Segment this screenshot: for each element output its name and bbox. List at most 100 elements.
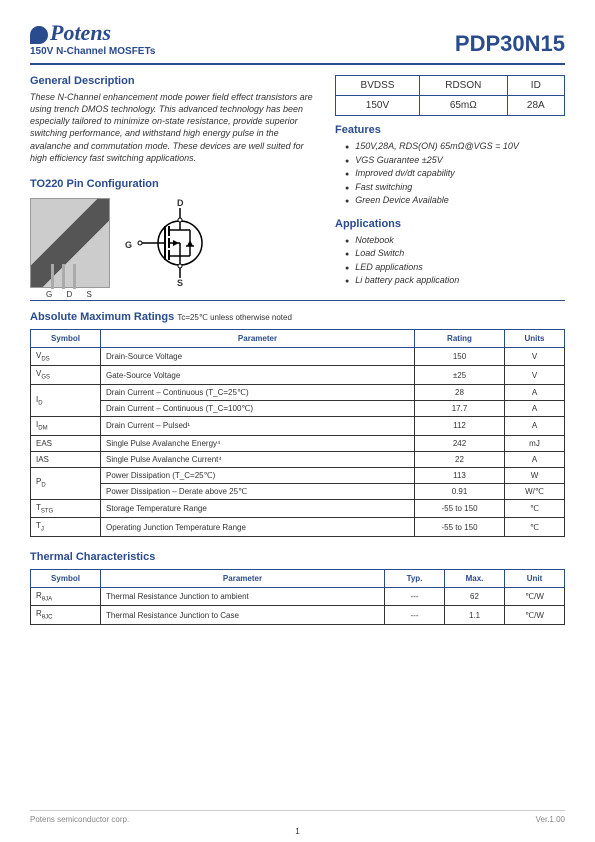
cell-symbol: IDM: [31, 417, 101, 436]
header-divider: [30, 63, 565, 65]
table-header-row: Symbol Parameter Rating Units: [31, 329, 565, 347]
spec-header: RDSON: [419, 76, 507, 96]
col-unit: Unit: [505, 569, 565, 587]
table-row: 150V 65mΩ 28A: [336, 96, 565, 116]
cell-parameter: Operating Junction Temperature Range: [101, 518, 415, 537]
cell-rating: 0.91: [415, 483, 505, 499]
feature-item: Improved dv/dt capability: [345, 167, 565, 181]
cell-symbol: TJ: [31, 518, 101, 537]
cell-rating: -55 to 150: [415, 499, 505, 518]
cell-units: ℃: [505, 518, 565, 537]
table-row: VDSDrain-Source Voltage150V: [31, 347, 565, 366]
feature-item: 150V,28A, RDS(ON) 65mΩ@VGS = 10V: [345, 140, 565, 154]
cell-parameter: Power Dissipation (T_C=25℃): [101, 467, 415, 483]
features-list: 150V,28A, RDS(ON) 65mΩ@VGS = 10VVGS Guar…: [335, 140, 565, 208]
cell-rating: -55 to 150: [415, 518, 505, 537]
page-number: 1: [0, 827, 595, 836]
cell-parameter: Thermal Resistance Junction to Case: [101, 606, 385, 625]
doc-subtitle: 150V N-Channel MOSFETs: [30, 46, 155, 57]
abs-max-title: Absolute Maximum Ratings Tc=25℃ unless o…: [30, 311, 565, 323]
cell-symbol: TSTG: [31, 499, 101, 518]
application-item: LED applications: [345, 261, 565, 275]
abs-max-table: Symbol Parameter Rating Units VDSDrain-S…: [30, 329, 565, 537]
features-title: Features: [335, 124, 565, 136]
cell-units: A: [505, 401, 565, 417]
part-number: PDP30N15: [455, 31, 565, 57]
cell-symbol: IAS: [31, 451, 101, 467]
cell-parameter: Single Pulse Avalanche Current⁴: [101, 451, 415, 467]
cell-units: A: [505, 451, 565, 467]
cell-parameter: Gate-Source Voltage: [101, 366, 415, 385]
cell-symbol: EAS: [31, 435, 101, 451]
cell-value: ---: [385, 587, 445, 606]
spec-header: BVDSS: [336, 76, 420, 96]
key-spec-table: BVDSS RDSON ID 150V 65mΩ 28A: [335, 75, 565, 116]
table-row: IDDrain Current – Continuous (T_C=25℃)28…: [31, 385, 565, 401]
cell-symbol: RθJA: [31, 587, 101, 606]
applications-title: Applications: [335, 218, 565, 230]
thermal-title: Thermal Characteristics: [30, 551, 565, 563]
col-symbol: Symbol: [31, 569, 101, 587]
cell-symbol: RθJC: [31, 606, 101, 625]
schematic-symbol: D G S: [125, 198, 235, 288]
cell-units: ℃: [505, 499, 565, 518]
cell-units: V: [505, 366, 565, 385]
cell-parameter: Storage Temperature Range: [101, 499, 415, 518]
application-item: Load Switch: [345, 247, 565, 261]
top-content: General Description These N-Channel enha…: [30, 75, 565, 288]
table-row: Drain Current – Continuous (T_C=100℃)17.…: [31, 401, 565, 417]
right-column: BVDSS RDSON ID 150V 65mΩ 28A Features 15…: [335, 75, 565, 288]
table-row: RθJCThermal Resistance Junction to Case-…: [31, 606, 565, 625]
cell-units: A: [505, 385, 565, 401]
pin-s-label: S: [177, 278, 183, 288]
col-units: Units: [505, 329, 565, 347]
footer-company: Potens semiconductor corp.: [30, 815, 129, 824]
applications-list: NotebookLoad SwitchLED applicationsLi ba…: [335, 234, 565, 288]
logo-block: Potens 150V N-Channel MOSFETs: [30, 20, 155, 57]
feature-item: VGS Guarantee ±25V: [345, 154, 565, 168]
cell-units: mJ: [505, 435, 565, 451]
table-row: TJOperating Junction Temperature Range-5…: [31, 518, 565, 537]
table-row: IASSingle Pulse Avalanche Current⁴22A: [31, 451, 565, 467]
cell-rating: 113: [415, 467, 505, 483]
left-column: General Description These N-Channel enha…: [30, 75, 315, 288]
cell-rating: 242: [415, 435, 505, 451]
feature-item: Fast switching: [345, 181, 565, 195]
cell-rating: 17.7: [415, 401, 505, 417]
cell-parameter: Drain Current – Pulsed¹: [101, 417, 415, 436]
cell-symbol: VDS: [31, 347, 101, 366]
col-symbol: Symbol: [31, 329, 101, 347]
spec-value: 150V: [336, 96, 420, 116]
col-max: Max.: [445, 569, 505, 587]
cell-parameter: Drain Current – Continuous (T_C=25℃): [101, 385, 415, 401]
cell-rating: 22: [415, 451, 505, 467]
table-row: Power Dissipation – Derate above 25℃0.91…: [31, 483, 565, 499]
cell-symbol: ID: [31, 385, 101, 417]
table-row: PDPower Dissipation (T_C=25℃)113W: [31, 467, 565, 483]
pin-g-label: G: [125, 240, 132, 250]
cell-parameter: Power Dissipation – Derate above 25℃: [101, 483, 415, 499]
feature-item: Green Device Available: [345, 194, 565, 208]
table-row: VGSGate-Source Voltage±25V: [31, 366, 565, 385]
table-row: BVDSS RDSON ID: [336, 76, 565, 96]
table-row: IDMDrain Current – Pulsed¹112A: [31, 417, 565, 436]
cell-value: 62: [445, 587, 505, 606]
table-header-row: Symbol Parameter Typ. Max. Unit: [31, 569, 565, 587]
cell-units: A: [505, 417, 565, 436]
col-rating: Rating: [415, 329, 505, 347]
table-row: TSTGStorage Temperature Range-55 to 150℃: [31, 499, 565, 518]
application-item: Notebook: [345, 234, 565, 248]
logo: Potens: [30, 20, 155, 46]
cell-symbol: VGS: [31, 366, 101, 385]
cell-units: W: [505, 467, 565, 483]
cell-units: W/℃: [505, 483, 565, 499]
thermal-table: Symbol Parameter Typ. Max. Unit RθJATher…: [30, 569, 565, 625]
cell-value: ℃/W: [505, 606, 565, 625]
col-parameter: Parameter: [101, 329, 415, 347]
page-header: Potens 150V N-Channel MOSFETs PDP30N15: [30, 20, 565, 57]
cell-rating: 112: [415, 417, 505, 436]
pin-config-title: TO220 Pin Configuration: [30, 178, 315, 190]
cell-value: ℃/W: [505, 587, 565, 606]
spec-value: 65mΩ: [419, 96, 507, 116]
col-typ: Typ.: [385, 569, 445, 587]
